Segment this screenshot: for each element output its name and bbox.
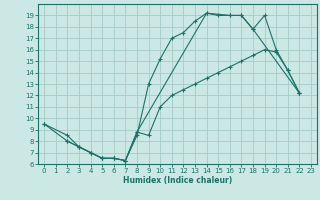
X-axis label: Humidex (Indice chaleur): Humidex (Indice chaleur) (123, 176, 232, 185)
